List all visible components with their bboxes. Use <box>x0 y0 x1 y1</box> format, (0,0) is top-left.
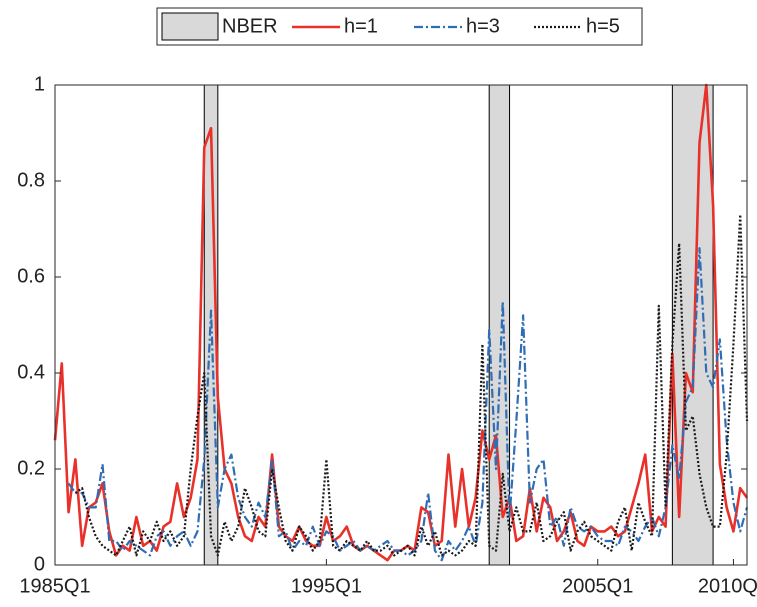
y-tick-label: 0 <box>34 553 45 575</box>
series-line <box>74 213 749 557</box>
x-tick-label: 1995Q1 <box>291 575 362 597</box>
x-tick-label: 2010Q1 <box>698 575 757 597</box>
series-line <box>67 247 749 562</box>
series-line <box>53 83 749 562</box>
recession-band <box>671 84 714 566</box>
plot-frame <box>54 84 748 566</box>
x-tick-label: 2005Q1 <box>562 575 633 597</box>
recession-band <box>488 84 511 566</box>
y-tick-label: 0.2 <box>17 457 45 479</box>
legend-swatch <box>161 12 219 41</box>
legend-label: NBER <box>222 15 278 37</box>
legend-label: h=3 <box>466 15 500 37</box>
legend-box <box>156 7 643 46</box>
legend-label: h=1 <box>344 15 378 37</box>
y-tick-label: 0.6 <box>17 265 45 287</box>
legend-label: h=5 <box>586 15 620 37</box>
x-tick-label: 1985Q1 <box>19 575 90 597</box>
y-tick-label: 0.4 <box>17 361 45 383</box>
y-tick-label: 1 <box>34 73 45 95</box>
y-tick-label: 0.8 <box>17 169 45 191</box>
